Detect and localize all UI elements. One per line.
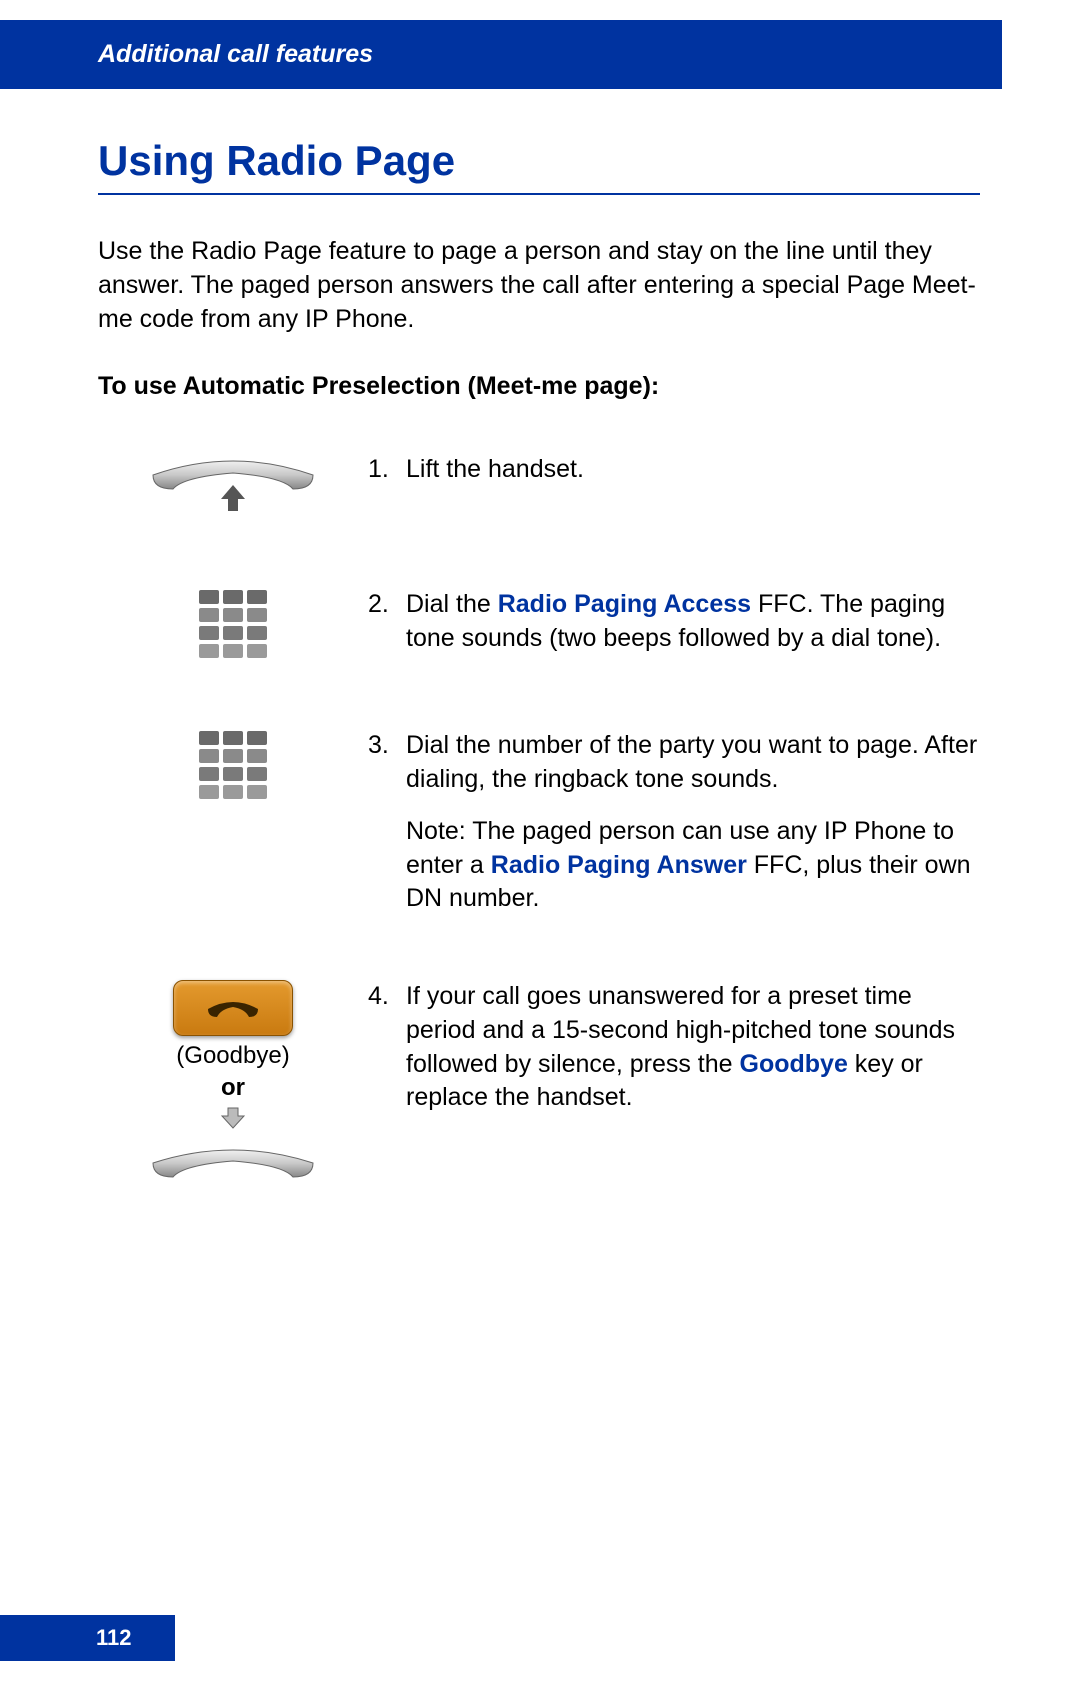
- step-number: 2.: [368, 588, 406, 656]
- step-row: 3. Dial the number of the party you want…: [98, 729, 980, 916]
- handset-lift-icon: [143, 453, 323, 524]
- step-body: Lift the handset.: [406, 453, 980, 487]
- step-body: Dial the number of the party you want to…: [406, 729, 980, 916]
- keypad-icon: [197, 729, 269, 806]
- link-radio-paging-access: Radio Paging Access: [498, 590, 751, 618]
- step-text: 4. If your call goes unanswered for a pr…: [368, 980, 980, 1115]
- step-row: 2. Dial the Radio Paging Access FFC. The…: [98, 588, 980, 665]
- step-icon: [98, 588, 368, 665]
- step-number: 4.: [368, 980, 406, 1115]
- link-radio-paging-answer: Radio Paging Answer: [491, 851, 747, 879]
- step-icon: [98, 453, 368, 524]
- page-content: Using Radio Page Use the Radio Page feat…: [0, 137, 1080, 1206]
- goodbye-key-icon: [173, 980, 293, 1036]
- step-number: 1.: [368, 453, 406, 487]
- step-body: If your call goes unanswered for a prese…: [406, 980, 980, 1115]
- step-body: Dial the Radio Paging Access FFC. The pa…: [406, 588, 980, 656]
- step-icon: (Goodbye) or: [98, 980, 368, 1206]
- intro-paragraph: Use the Radio Page feature to page a per…: [98, 235, 980, 336]
- handset-replace-icon: [143, 1135, 323, 1206]
- page-number: 112: [96, 1625, 132, 1650]
- page-title: Using Radio Page: [98, 137, 980, 195]
- step-number: 3.: [368, 729, 406, 916]
- step-text: 1. Lift the handset.: [368, 453, 980, 487]
- section-header-text: Additional call features: [98, 40, 373, 68]
- page-number-bar: 112: [0, 1615, 175, 1661]
- procedure-heading: To use Automatic Preselection (Meet-me p…: [98, 372, 980, 401]
- step-row: 1. Lift the handset.: [98, 453, 980, 524]
- arrow-down-icon: [218, 1106, 248, 1135]
- step-row: (Goodbye) or 4.: [98, 980, 980, 1206]
- step-text: 3. Dial the number of the party you want…: [368, 729, 980, 916]
- keypad-icon: [197, 588, 269, 665]
- link-goodbye: Goodbye: [740, 1050, 848, 1078]
- step-text: 2. Dial the Radio Paging Access FFC. The…: [368, 588, 980, 656]
- goodbye-label: (Goodbye): [176, 1042, 289, 1070]
- step-icon: [98, 729, 368, 806]
- or-label: or: [221, 1074, 245, 1102]
- section-header: Additional call features: [0, 20, 1002, 89]
